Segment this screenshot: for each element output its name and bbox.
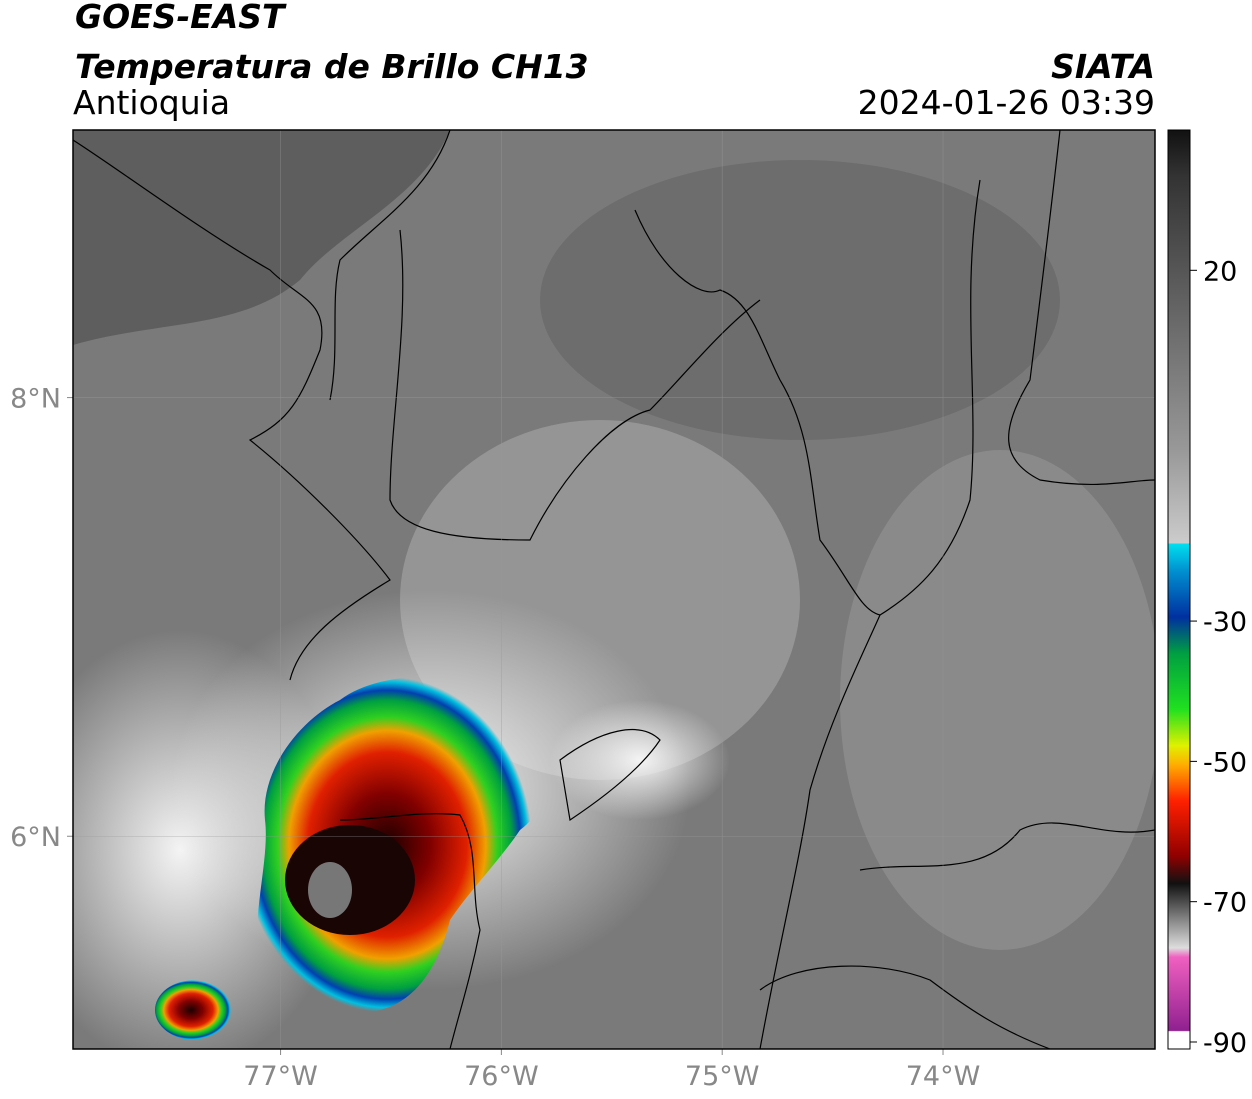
subtitle: Temperatura de Brillo CH13 (75, 47, 589, 86)
datetime: 2024-01-26 03:39 (858, 83, 1155, 122)
y-tick-label: 6°N (10, 822, 61, 853)
agency: SIATA (1051, 47, 1155, 86)
colorbar-tick-label: -30 (1203, 607, 1247, 638)
map-frame (72, 129, 1156, 1050)
colorbar-tick-label: -50 (1203, 747, 1247, 778)
x-tick-label: 76°W (464, 1061, 539, 1092)
colorbar (1167, 129, 1191, 1050)
colorbar-tick-label: -70 (1203, 888, 1247, 919)
colorbar-tick-label: 20 (1203, 256, 1237, 287)
region: Antioquia (73, 83, 230, 122)
x-tick-label: 75°W (685, 1061, 760, 1092)
title: GOES-EAST (75, 0, 287, 36)
x-tick-label: 74°W (906, 1061, 981, 1092)
x-tick-label: 77°W (243, 1061, 318, 1092)
colorbar-tick-label: -90 (1203, 1028, 1247, 1059)
y-tick-label: 8°N (10, 384, 61, 415)
satellite-image (73, 130, 1155, 1049)
